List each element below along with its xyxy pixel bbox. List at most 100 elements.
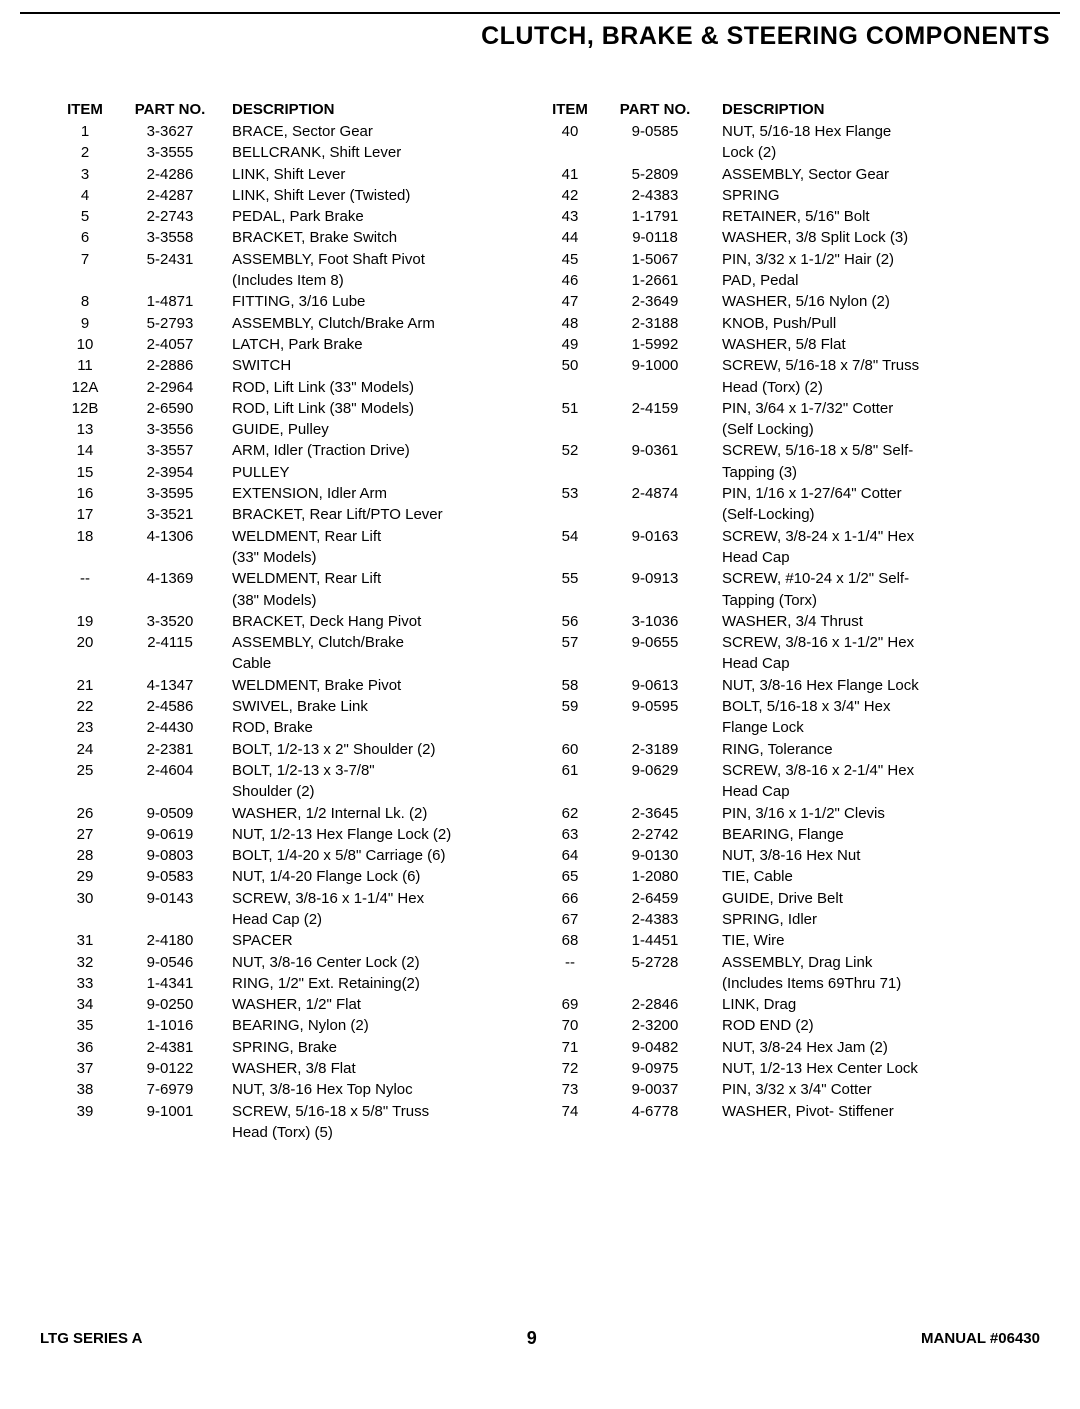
cell-desc: LINK, Shift Lever (Twisted) [220, 185, 540, 206]
table-row: 12B2-6590ROD, Lift Link (38" Models) [50, 398, 540, 419]
cell-desc: SWITCH [220, 355, 540, 376]
cell-item: 69 [540, 994, 600, 1015]
cell-part: 9-0975 [600, 1058, 710, 1079]
cell-part [120, 547, 220, 568]
cell-desc: WASHER, 1/2" Flat [220, 994, 540, 1015]
cell-part: 2-4287 [120, 185, 220, 206]
cell-part: 9-0803 [120, 845, 220, 866]
cell-part: 9-0118 [600, 227, 710, 248]
cell-part: 2-3188 [600, 313, 710, 334]
cell-part: 4-6778 [600, 1101, 710, 1122]
table-row: 102-4057LATCH, Park Brake [50, 334, 540, 355]
cell-item: 19 [50, 611, 120, 632]
cell-item: 73 [540, 1079, 600, 1100]
cell-desc: (Self-Locking) [710, 504, 1050, 525]
cell-desc: WELDMENT, Rear Lift [220, 526, 540, 547]
cell-part [600, 419, 710, 440]
cell-part: 4-1306 [120, 526, 220, 547]
cell-desc: ASSEMBLY, Foot Shaft Pivot [220, 249, 540, 270]
cell-part: 9-0619 [120, 824, 220, 845]
cell-item: 63 [540, 824, 600, 845]
cell-desc: ASSEMBLY, Clutch/Brake [220, 632, 540, 653]
cell-item: 16 [50, 483, 120, 504]
cell-part: 1-4341 [120, 973, 220, 994]
cell-part: 9-0143 [120, 888, 220, 909]
cell-item: 12B [50, 398, 120, 419]
cell-desc: LINK, Shift Lever [220, 164, 540, 185]
cell-part: 2-3189 [600, 739, 710, 760]
cell-desc: SCREW, 5/16-18 x 5/8" Truss [220, 1101, 540, 1122]
table-row: 289-0803BOLT, 1/4-20 x 5/8" Carriage (6) [50, 845, 540, 866]
cell-part: 3-3521 [120, 504, 220, 525]
cell-item: 42 [540, 185, 600, 206]
table-row: 622-3645PIN, 3/16 x 1-1/2" Clevis [540, 803, 1050, 824]
cell-item: 64 [540, 845, 600, 866]
cell-item: 32 [50, 952, 120, 973]
table-row: --4-1369WELDMENT, Rear Lift [50, 568, 540, 589]
cell-item: 13 [50, 419, 120, 440]
table-row: Head (Torx) (5) [50, 1122, 540, 1143]
cell-desc: SWIVEL, Brake Link [220, 696, 540, 717]
table-row: (Self-Locking) [540, 504, 1050, 525]
cell-item: 39 [50, 1101, 120, 1122]
cell-part: 2-4381 [120, 1037, 220, 1058]
cell-desc: NUT, 3/8-16 Hex Nut [710, 845, 1050, 866]
table-row: 299-0583NUT, 1/4-20 Flange Lock (6) [50, 866, 540, 887]
header-row-left: ITEM PART NO. DESCRIPTION [50, 101, 540, 118]
cell-part: 2-4383 [600, 185, 710, 206]
cell-item: 50 [540, 355, 600, 376]
table-row: 529-0361SCREW, 5/16-18 x 5/8" Self- [540, 440, 1050, 461]
table-row: 222-4586SWIVEL, Brake Link [50, 696, 540, 717]
cell-desc: Shoulder (2) [220, 781, 540, 802]
table-row: 214-1347WELDMENT, Brake Pivot [50, 675, 540, 696]
cell-desc: (38" Models) [220, 590, 540, 611]
cell-desc: BRACKET, Deck Hang Pivot [220, 611, 540, 632]
cell-desc: GUIDE, Drive Belt [710, 888, 1050, 909]
cell-desc: PIN, 3/16 x 1-1/2" Clevis [710, 803, 1050, 824]
cell-item: 23 [50, 717, 120, 738]
cell-item: 26 [50, 803, 120, 824]
cell-desc: SCREW, 3/8-16 x 2-1/4" Hex [710, 760, 1050, 781]
cell-item [50, 1122, 120, 1143]
cell-desc: Cable [220, 653, 540, 674]
cell-item [50, 909, 120, 930]
table-row: 692-2846LINK, Drag [540, 994, 1050, 1015]
cell-item: 55 [540, 568, 600, 589]
cell-desc: ASSEMBLY, Sector Gear [710, 164, 1050, 185]
cell-item: 44 [540, 227, 600, 248]
cell-part: 9-0913 [600, 568, 710, 589]
cell-part: 3-3557 [120, 440, 220, 461]
cell-part: 9-0482 [600, 1037, 710, 1058]
table-row: 23-3555BELLCRANK, Shift Lever [50, 142, 540, 163]
table-row: 662-6459GUIDE, Drive Belt [540, 888, 1050, 909]
cell-desc: Head (Torx) (5) [220, 1122, 540, 1143]
table-row: 81-4871FITTING, 3/16 Lube [50, 291, 540, 312]
table-row: 651-2080TIE, Cable [540, 866, 1050, 887]
table-row: 331-4341RING, 1/2" Ext. Retaining(2) [50, 973, 540, 994]
cell-desc: BOLT, 5/16-18 x 3/4" Hex [710, 696, 1050, 717]
table-row: 744-6778WASHER, Pivot- Stiffener [540, 1101, 1050, 1122]
cell-item [540, 781, 600, 802]
cell-item: 6 [50, 227, 120, 248]
table-row: Tapping (3) [540, 462, 1050, 483]
table-row: 431-1791RETAINER, 5/16" Bolt [540, 206, 1050, 227]
cell-item: 57 [540, 632, 600, 653]
cell-item: 20 [50, 632, 120, 653]
cell-part: 2-2886 [120, 355, 220, 376]
table-row: 602-3189RING, Tolerance [540, 739, 1050, 760]
cell-desc: Tapping (3) [710, 462, 1050, 483]
cell-part [120, 909, 220, 930]
cell-desc: WASHER, Pivot- Stiffener [710, 1101, 1050, 1122]
cell-part: 3-3595 [120, 483, 220, 504]
cell-item: 58 [540, 675, 600, 696]
table-row: 252-4604BOLT, 1/2-13 x 3-7/8" [50, 760, 540, 781]
cell-item: 65 [540, 866, 600, 887]
cell-part: 2-2964 [120, 377, 220, 398]
table-row: 42-4287LINK, Shift Lever (Twisted) [50, 185, 540, 206]
cell-part: 2-4057 [120, 334, 220, 355]
cell-item [540, 590, 600, 611]
cell-desc: WASHER, 3/4 Thrust [710, 611, 1050, 632]
cell-desc: Lock (2) [710, 142, 1050, 163]
cell-part: 4-1347 [120, 675, 220, 696]
table-row: Head (Torx) (2) [540, 377, 1050, 398]
